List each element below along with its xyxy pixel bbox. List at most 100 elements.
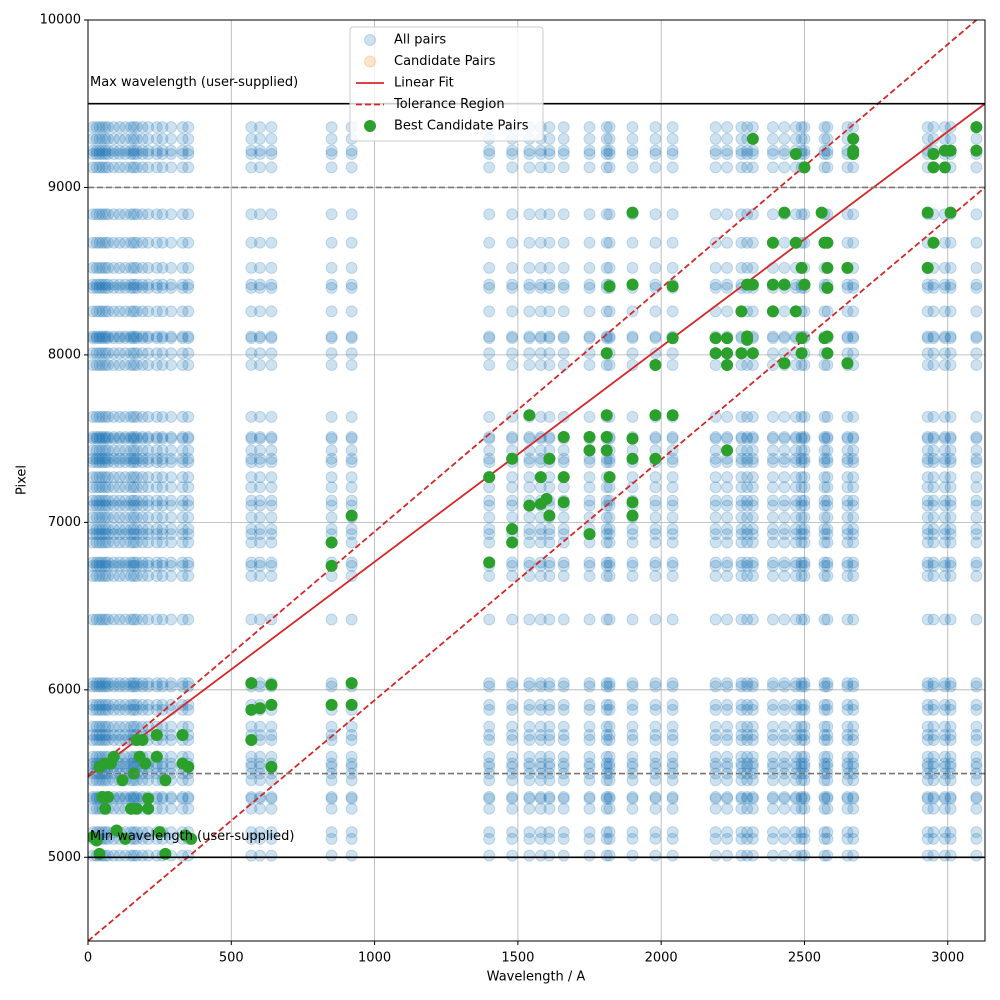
point bbox=[821, 305, 834, 318]
point bbox=[345, 161, 358, 174]
point bbox=[626, 523, 639, 536]
point bbox=[557, 849, 570, 862]
point bbox=[798, 208, 811, 221]
point bbox=[127, 559, 140, 572]
point bbox=[626, 790, 639, 803]
point bbox=[102, 556, 115, 569]
point bbox=[523, 430, 536, 443]
point bbox=[746, 698, 759, 711]
point bbox=[265, 358, 278, 371]
point bbox=[119, 161, 132, 174]
point bbox=[649, 849, 662, 862]
point bbox=[345, 358, 358, 371]
point bbox=[119, 523, 132, 536]
point bbox=[970, 750, 983, 763]
point bbox=[778, 511, 791, 524]
point bbox=[113, 471, 126, 484]
point bbox=[90, 734, 103, 747]
point bbox=[944, 849, 957, 862]
point bbox=[96, 147, 109, 160]
point bbox=[921, 261, 934, 274]
point bbox=[927, 121, 940, 134]
point bbox=[543, 720, 556, 733]
point bbox=[96, 132, 109, 145]
point bbox=[107, 305, 120, 318]
point bbox=[88, 750, 99, 763]
point bbox=[543, 677, 556, 690]
point bbox=[523, 698, 536, 711]
point bbox=[970, 698, 983, 711]
x-tick-label: 500 bbox=[219, 951, 244, 966]
point bbox=[709, 556, 722, 569]
point bbox=[253, 161, 266, 174]
point bbox=[778, 523, 791, 536]
point bbox=[107, 569, 120, 582]
point bbox=[543, 750, 556, 763]
point bbox=[735, 347, 748, 360]
point bbox=[124, 528, 137, 541]
point bbox=[107, 523, 120, 536]
point bbox=[253, 121, 266, 134]
legend-marker bbox=[364, 120, 376, 132]
point bbox=[927, 410, 940, 423]
point bbox=[721, 430, 734, 443]
point bbox=[96, 208, 109, 221]
point bbox=[798, 556, 811, 569]
point bbox=[96, 347, 109, 360]
point bbox=[649, 556, 662, 569]
point bbox=[523, 347, 536, 360]
legend-marker bbox=[364, 55, 376, 68]
point bbox=[938, 161, 951, 174]
point bbox=[746, 556, 759, 569]
point bbox=[778, 121, 791, 134]
point bbox=[124, 281, 137, 294]
point bbox=[119, 147, 132, 160]
point bbox=[113, 792, 126, 805]
point bbox=[583, 144, 596, 157]
point bbox=[483, 720, 496, 733]
point bbox=[99, 121, 112, 134]
point bbox=[165, 569, 178, 582]
point bbox=[124, 147, 137, 160]
point bbox=[127, 720, 140, 733]
point bbox=[847, 790, 860, 803]
point bbox=[798, 121, 811, 134]
point bbox=[583, 208, 596, 221]
point bbox=[96, 332, 109, 345]
point bbox=[127, 481, 140, 494]
point bbox=[970, 347, 983, 360]
point bbox=[970, 410, 983, 423]
point bbox=[119, 471, 132, 484]
point bbox=[99, 559, 112, 572]
point bbox=[127, 278, 140, 291]
point bbox=[325, 826, 338, 839]
point bbox=[821, 511, 834, 524]
point bbox=[107, 261, 120, 274]
point bbox=[709, 849, 722, 862]
point bbox=[165, 556, 178, 569]
point bbox=[557, 471, 570, 484]
point bbox=[543, 236, 556, 249]
point bbox=[124, 559, 137, 572]
point bbox=[583, 471, 596, 484]
point bbox=[483, 444, 496, 457]
point bbox=[821, 523, 834, 536]
point bbox=[523, 261, 536, 274]
point bbox=[649, 471, 662, 484]
point bbox=[483, 511, 496, 524]
point bbox=[90, 456, 103, 469]
point bbox=[93, 236, 106, 249]
point bbox=[709, 750, 722, 763]
point bbox=[927, 278, 940, 291]
point bbox=[345, 430, 358, 443]
point bbox=[649, 802, 662, 815]
point bbox=[970, 849, 983, 862]
point bbox=[944, 132, 957, 145]
point bbox=[90, 494, 103, 507]
point bbox=[583, 305, 596, 318]
point bbox=[127, 347, 140, 360]
point bbox=[93, 444, 106, 457]
point bbox=[96, 569, 109, 582]
point bbox=[557, 750, 570, 763]
point bbox=[944, 511, 957, 524]
